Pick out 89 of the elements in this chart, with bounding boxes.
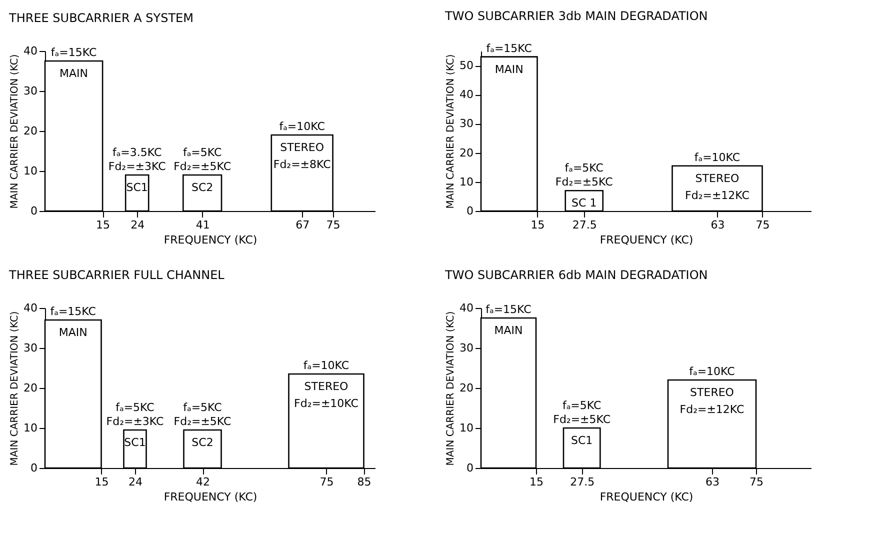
y-tick-label: 20: [24, 382, 38, 394]
y-tick-label: 0: [30, 204, 38, 218]
y-tick-label: 20: [24, 124, 38, 138]
x-tick-label: 75: [326, 218, 340, 232]
annotation: fₐ=15KC: [50, 46, 97, 59]
y-tick-label: 20: [460, 146, 474, 160]
x-tick-label: 63: [706, 476, 720, 488]
annotation: STEREO: [695, 172, 740, 185]
annotation: SC1: [126, 181, 148, 194]
x-tick-label: 75: [756, 218, 770, 232]
y-tick-label: 0: [466, 462, 474, 474]
annotation: MAIN: [58, 326, 88, 339]
annotation: Fd₂=±12KC: [685, 188, 750, 202]
y-axis-title: MAIN CARRIER DEVIATION (KC): [446, 311, 457, 466]
annotation: Fd₂=±3KC: [108, 160, 166, 173]
y-tick-label: 0: [30, 462, 38, 474]
annotation: SC2: [192, 436, 214, 449]
annotation: fₐ=10KC: [694, 150, 740, 164]
annotation: SC1: [570, 434, 593, 447]
y-tick-label: 40: [460, 88, 474, 102]
x-tick-label: 75: [750, 476, 764, 488]
x-tick-label: 24: [130, 218, 145, 232]
y-tick-label: 10: [460, 422, 474, 434]
chart-title: TWO SUBCARRIER 6db MAIN DEGRADATION: [444, 268, 708, 282]
x-tick-label: 75: [320, 476, 334, 488]
annotation: SC2: [191, 181, 214, 194]
x-tick-label: 15: [530, 218, 545, 232]
annotation: fₐ=15KC: [486, 42, 532, 55]
annotation: fₐ=5KC: [182, 146, 222, 159]
annotation: STEREO: [690, 386, 734, 399]
annotation: Fd₂=±8KC: [273, 158, 332, 171]
y-tick-label: 30: [24, 342, 38, 354]
x-tick-label: 27.5: [572, 218, 597, 232]
y-tick-label: 20: [460, 382, 474, 394]
y-tick-label: 40: [460, 302, 474, 314]
annotation: Fd₂=±5KC: [553, 413, 611, 426]
annotation: MAIN: [60, 67, 88, 80]
chart-title: THREE SUBCARRIER A SYSTEM: [8, 11, 194, 25]
annotation: Fd₂=±5KC: [174, 415, 232, 428]
x-tick-label: 63: [710, 218, 725, 232]
x-tick-label: 15: [96, 218, 110, 232]
annotation: fₐ=10KC: [689, 365, 736, 378]
x-axis-title: FREQUENCY (KC): [600, 234, 694, 246]
annotation: fₐ=15KC: [50, 305, 96, 318]
x-tick-label: 42: [196, 476, 210, 488]
annotation: MAIN: [494, 324, 523, 337]
x-axis-title: FREQUENCY (KC): [600, 490, 694, 504]
annotation: Fd₂=±5KC: [174, 160, 232, 173]
y-tick-label: 40: [24, 302, 38, 314]
x-tick-label: 41: [196, 218, 210, 232]
annotation: Fd₂=±3KC: [106, 415, 164, 428]
y-tick-label: 30: [460, 117, 474, 130]
annotation: SC 1: [572, 196, 597, 210]
x-tick-label: 24: [128, 476, 142, 488]
annotation: SC1: [124, 436, 146, 449]
y-axis-title: MAIN CARRIER DEVIATION (KC): [10, 311, 21, 466]
annotation: Fd₂=±10KC: [294, 397, 359, 410]
annotation: fₐ=15KC: [486, 303, 532, 316]
y-tick-label: 50: [460, 59, 474, 72]
x-axis-title: FREQUENCY (KC): [164, 234, 258, 246]
y-axis-title: MAIN CARRIER DEVIATION (KC): [446, 54, 457, 209]
y-tick-label: 10: [24, 164, 38, 178]
annotation: STEREO: [304, 380, 349, 393]
annotation: fₐ=5KC: [562, 399, 602, 412]
chart-title: TWO SUBCARRIER 3db MAIN DEGRADATION: [444, 8, 708, 23]
x-tick-label: 67: [296, 218, 310, 232]
annotation: fₐ=5KC: [116, 401, 155, 414]
x-tick-label: 85: [357, 476, 372, 488]
annotation: fₐ=10KC: [303, 359, 350, 372]
x-tick-label: 15: [530, 476, 544, 488]
y-tick-label: 0: [466, 204, 474, 218]
y-tick-label: 30: [460, 342, 474, 354]
annotation: STEREO: [280, 141, 324, 154]
x-axis-title: FREQUENCY (KC): [164, 490, 258, 504]
annotation: Fd₂=±12KC: [680, 403, 745, 416]
x-tick-label: 15: [94, 476, 109, 488]
y-tick-label: 10: [460, 175, 474, 188]
annotation: fₐ=10KC: [279, 120, 326, 133]
annotation: fₐ=3.5KC: [112, 146, 162, 159]
y-axis-title: MAIN CARRIER DEVIATION (KC): [10, 54, 21, 209]
annotation: MAIN: [494, 62, 524, 76]
x-tick-label: 27.5: [570, 476, 595, 488]
y-tick-label: 40: [24, 44, 38, 58]
annotation: Fd₂=±5KC: [555, 176, 614, 189]
y-tick-label: 10: [24, 422, 38, 434]
annotation: fₐ=5KC: [564, 162, 604, 175]
chart-title: THREE SUBCARRIER FULL CHANNEL: [8, 268, 225, 282]
annotation: fₐ=5KC: [183, 401, 222, 414]
y-tick-label: 30: [24, 84, 38, 98]
